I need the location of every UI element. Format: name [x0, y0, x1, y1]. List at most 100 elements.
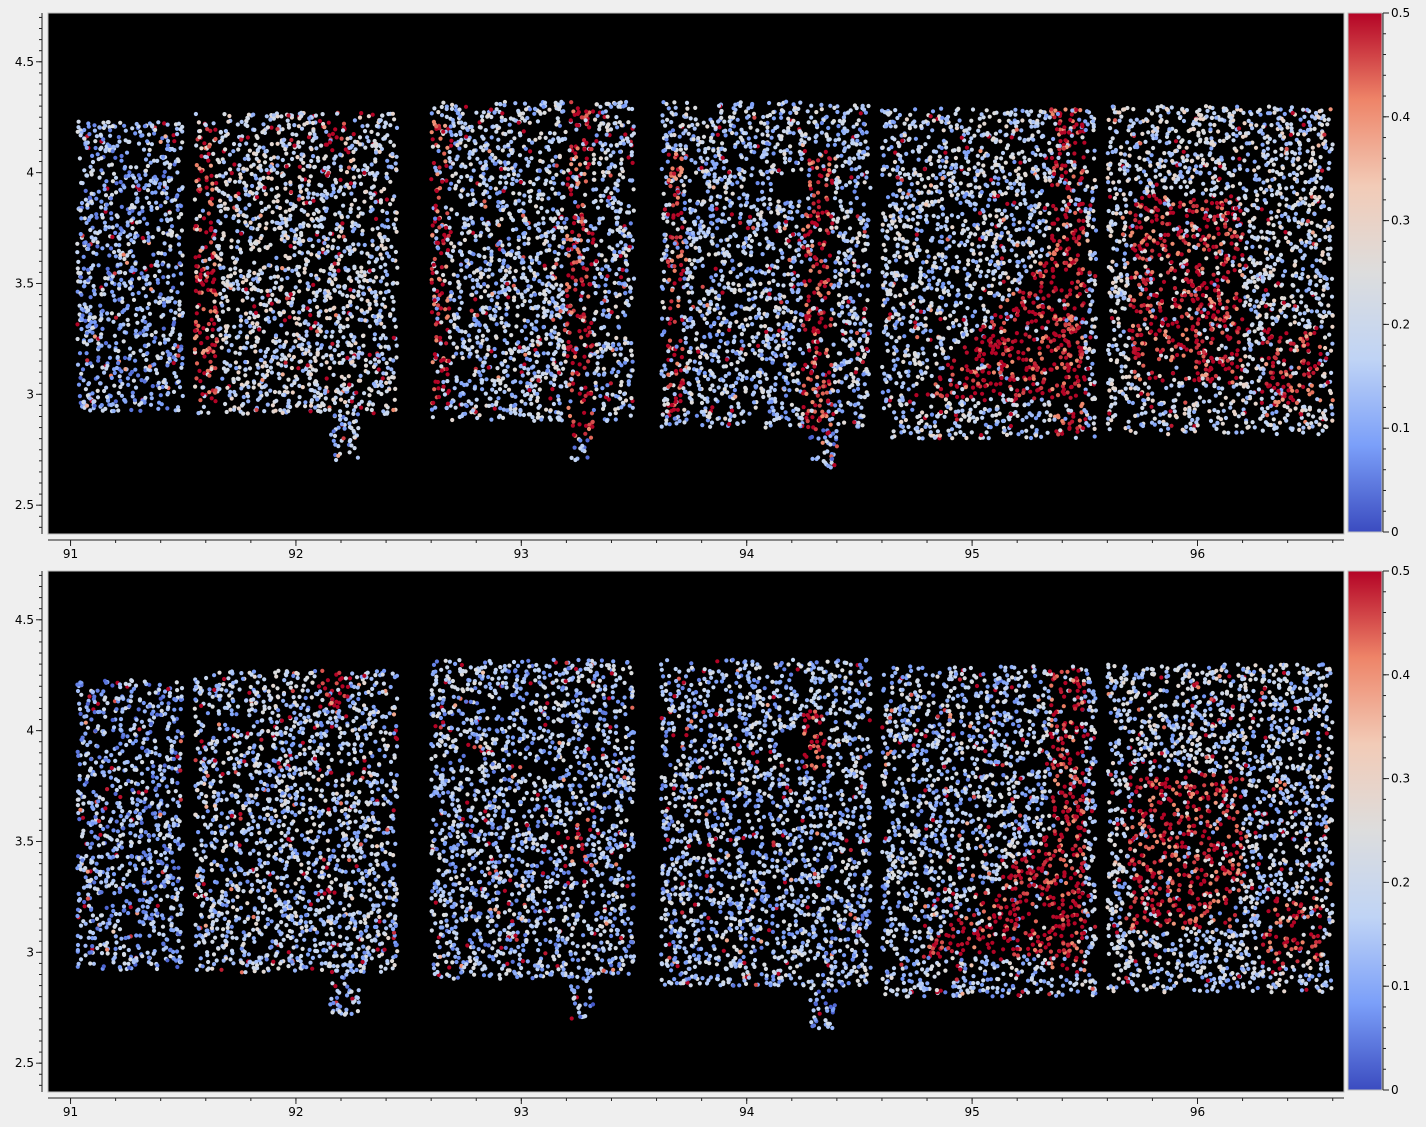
data-point [471, 278, 475, 282]
data-point [810, 244, 814, 248]
data-point [276, 221, 280, 225]
data-point [324, 353, 328, 357]
data-point [592, 317, 596, 321]
data-point [536, 210, 540, 214]
data-point [620, 157, 624, 161]
data-point [160, 402, 164, 406]
data-point [486, 221, 490, 225]
data-point [337, 390, 341, 394]
data-point [269, 157, 273, 161]
data-point [571, 424, 575, 428]
data-point [606, 332, 610, 336]
data-point [537, 370, 541, 374]
data-point [306, 195, 310, 199]
data-point [138, 220, 142, 224]
data-point [308, 376, 312, 380]
data-point [110, 376, 114, 380]
data-point [89, 199, 93, 203]
data-point [618, 281, 622, 285]
data-point [114, 190, 118, 194]
data-point [120, 205, 124, 209]
data-point [163, 170, 167, 174]
data-point [107, 253, 111, 257]
data-point [540, 234, 544, 238]
data-point [579, 298, 583, 302]
data-point [542, 221, 546, 225]
data-point [569, 100, 573, 104]
data-point [228, 178, 232, 182]
data-point [519, 169, 523, 173]
data-point [568, 331, 572, 335]
data-point [159, 393, 163, 397]
data-point [137, 276, 141, 280]
data-point [588, 282, 592, 286]
data-point [585, 373, 589, 377]
data-point [231, 149, 235, 153]
data-point [445, 379, 449, 383]
data-point [567, 340, 571, 344]
data-point [578, 362, 582, 366]
data-point [300, 347, 304, 351]
data-point [239, 232, 243, 236]
data-point [352, 429, 356, 433]
data-point [445, 299, 449, 303]
data-point [566, 406, 570, 410]
data-point [131, 351, 135, 355]
data-point [460, 188, 464, 192]
data-point [158, 341, 162, 345]
data-point [193, 336, 197, 340]
data-point [449, 124, 453, 128]
data-point [584, 179, 588, 183]
data-point [367, 114, 371, 118]
data-point [270, 187, 274, 191]
data-point [467, 156, 471, 160]
data-point [209, 164, 213, 168]
data-point [301, 168, 305, 172]
data-point [195, 311, 199, 315]
data-point [324, 251, 328, 255]
data-point [164, 191, 168, 195]
data-point [105, 203, 109, 207]
data-point [294, 133, 298, 137]
data-point [224, 336, 228, 340]
data-point [309, 174, 313, 178]
data-point [366, 139, 370, 143]
data-point [585, 157, 589, 161]
data-point [118, 188, 122, 192]
data-point [605, 133, 609, 137]
data-point [614, 417, 618, 421]
data-point [390, 165, 394, 169]
data-point [497, 258, 501, 262]
data-point [632, 187, 636, 191]
data-point [222, 288, 226, 292]
data-point [209, 174, 213, 178]
data-point [327, 133, 331, 137]
data-point [547, 290, 551, 294]
data-point [856, 352, 860, 356]
data-point [117, 140, 121, 144]
data-point [620, 123, 624, 127]
data-point [509, 253, 513, 257]
data-point [536, 340, 540, 344]
data-point [210, 182, 214, 186]
data-point [235, 229, 239, 233]
data-point [346, 137, 350, 141]
data-point [212, 236, 216, 240]
data-point [551, 318, 555, 322]
data-point [338, 409, 342, 413]
data-point [210, 188, 214, 192]
data-point [76, 125, 80, 129]
data-point [391, 408, 395, 412]
data-point [147, 302, 151, 306]
data-point [550, 187, 554, 191]
data-point [113, 231, 117, 235]
data-point [504, 269, 508, 273]
data-point [526, 371, 530, 375]
data-point [551, 286, 555, 290]
data-point [99, 335, 103, 339]
data-point [272, 168, 276, 172]
data-point [107, 317, 111, 321]
data-point [312, 192, 316, 196]
data-point [576, 204, 580, 208]
data-point [156, 407, 160, 411]
